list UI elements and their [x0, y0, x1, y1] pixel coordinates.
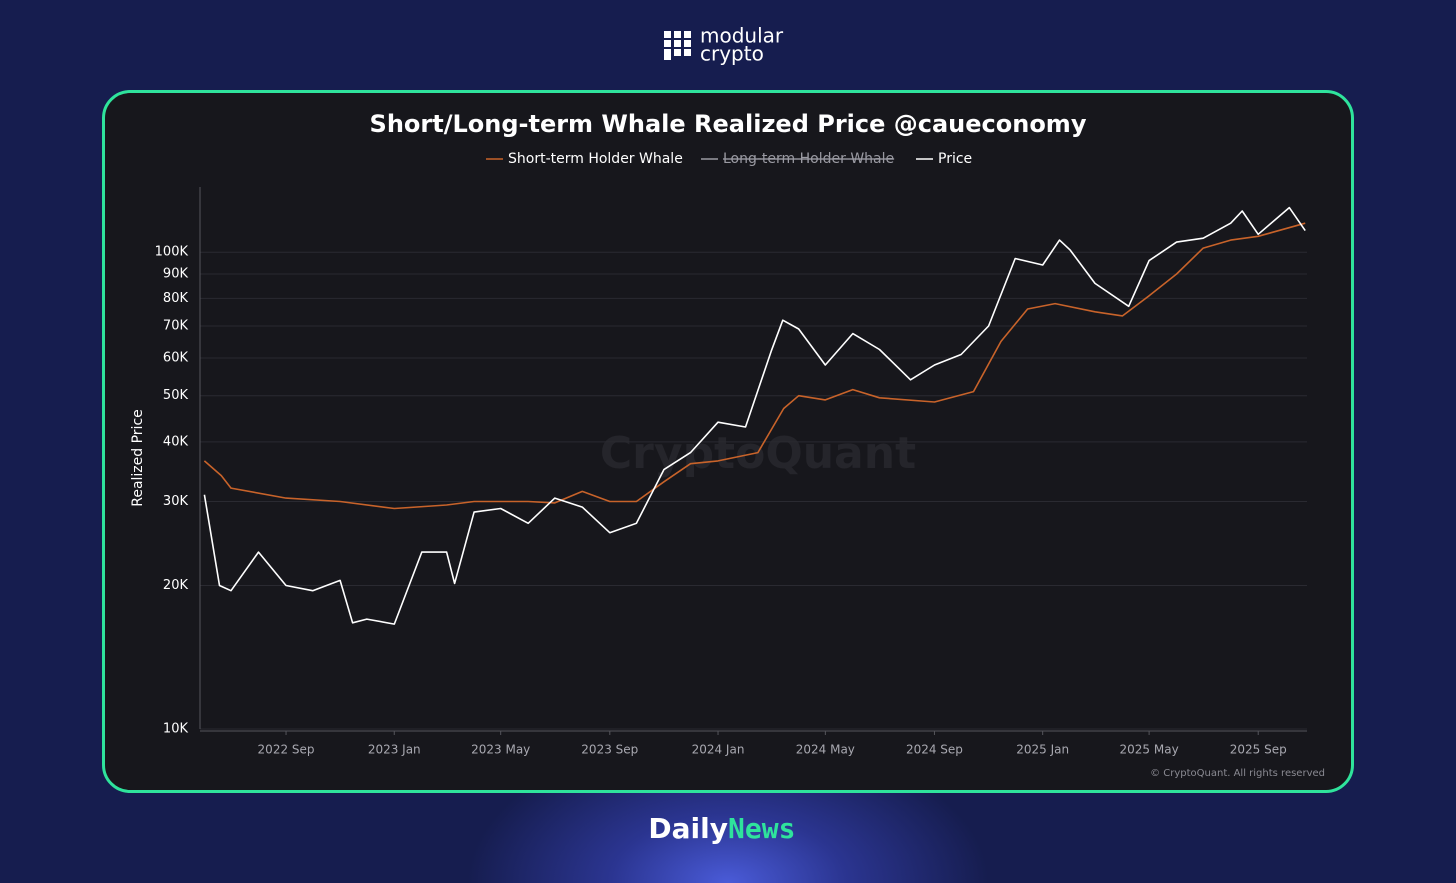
brand-text: crypto	[700, 42, 764, 66]
series-line	[203, 206, 1306, 625]
x-tick-label: 2023 May	[471, 743, 530, 757]
x-tick-label: 2025 Sep	[1230, 743, 1287, 757]
y-tick-label: 70K	[163, 319, 189, 334]
legend-label: Long-term Holder Whale	[723, 151, 894, 167]
y-tick-label: 100K	[155, 245, 189, 260]
brand-logo	[664, 31, 691, 60]
x-tick-label: 2024 May	[796, 743, 855, 757]
y-tick-label: 60K	[163, 350, 189, 365]
x-tick-label: 2022 Sep	[258, 743, 315, 757]
series-line	[203, 222, 1306, 510]
footer-brand: Daily	[648, 812, 728, 845]
y-tick-label: 50K	[163, 388, 189, 403]
x-tick-label: 2023 Sep	[581, 743, 638, 757]
y-tick-label: 90K	[163, 267, 189, 282]
legend-label: Price	[938, 151, 972, 167]
watermark: CryptoQuant	[600, 428, 916, 479]
x-tick-label: 2024 Jan	[692, 743, 745, 757]
legend-label: Short-term Holder Whale	[508, 151, 683, 167]
y-axis-label: Realized Price	[130, 409, 146, 507]
x-tick-label: 2024 Sep	[906, 743, 963, 757]
footer-brand: News	[728, 812, 795, 845]
y-tick-label: 10K	[163, 722, 189, 737]
x-tick-label: 2025 May	[1120, 743, 1179, 757]
x-tick-label: 2023 Jan	[368, 743, 421, 757]
y-tick-label: 80K	[163, 291, 189, 306]
copyright: © CryptoQuant. All rights reserved	[1150, 768, 1325, 779]
y-tick-label: 20K	[163, 578, 189, 593]
chart-title: Short/Long-term Whale Realized Price @ca…	[370, 110, 1087, 138]
x-tick-label: 2025 Jan	[1016, 743, 1069, 757]
y-tick-label: 30K	[163, 494, 189, 509]
y-tick-label: 40K	[163, 434, 189, 449]
brand-text: modular	[700, 24, 784, 48]
